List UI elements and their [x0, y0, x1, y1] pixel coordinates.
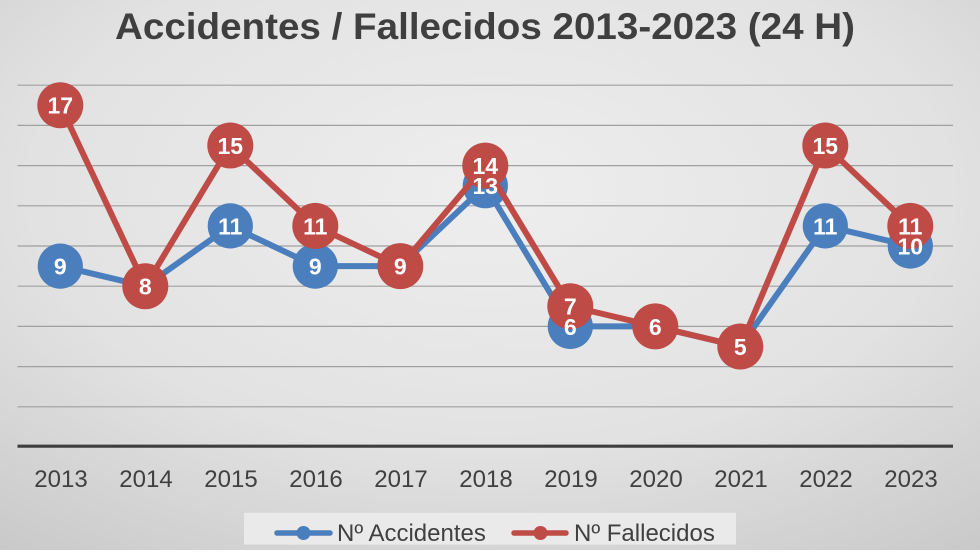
svg-text:11: 11 [813, 213, 838, 239]
svg-text:9: 9 [54, 254, 67, 280]
svg-text:6: 6 [564, 314, 577, 340]
svg-text:2023: 2023 [884, 466, 937, 493]
svg-text:13: 13 [473, 173, 499, 199]
svg-text:11: 11 [898, 213, 923, 239]
svg-text:2021: 2021 [714, 466, 767, 493]
svg-text:11: 11 [303, 213, 328, 239]
svg-text:7: 7 [564, 294, 577, 320]
svg-text:Accidentes / Fallecidos 2013-2: Accidentes / Fallecidos 2013-2023 (24 H) [115, 5, 855, 47]
svg-text:2016: 2016 [289, 466, 342, 493]
svg-text:17: 17 [48, 93, 74, 119]
svg-text:14: 14 [473, 153, 499, 179]
svg-text:2020: 2020 [629, 466, 682, 493]
svg-text:2022: 2022 [799, 466, 852, 493]
svg-text:Nº Accidentes: Nº Accidentes [337, 520, 486, 547]
svg-text:2013: 2013 [34, 466, 87, 493]
svg-text:15: 15 [813, 133, 839, 159]
svg-text:15: 15 [218, 133, 244, 159]
svg-text:2015: 2015 [204, 466, 257, 493]
svg-text:5: 5 [734, 334, 747, 360]
svg-text:Nº Fallecidos: Nº Fallecidos [574, 520, 715, 547]
svg-text:9: 9 [394, 254, 407, 280]
svg-text:9: 9 [309, 254, 322, 280]
svg-text:2014: 2014 [119, 466, 172, 493]
svg-text:10: 10 [898, 233, 924, 259]
svg-text:6: 6 [649, 314, 662, 340]
svg-text:2017: 2017 [374, 466, 427, 493]
svg-text:2018: 2018 [459, 466, 512, 493]
svg-text:11: 11 [218, 213, 243, 239]
svg-text:2019: 2019 [544, 466, 597, 493]
svg-text:8: 8 [139, 274, 152, 300]
